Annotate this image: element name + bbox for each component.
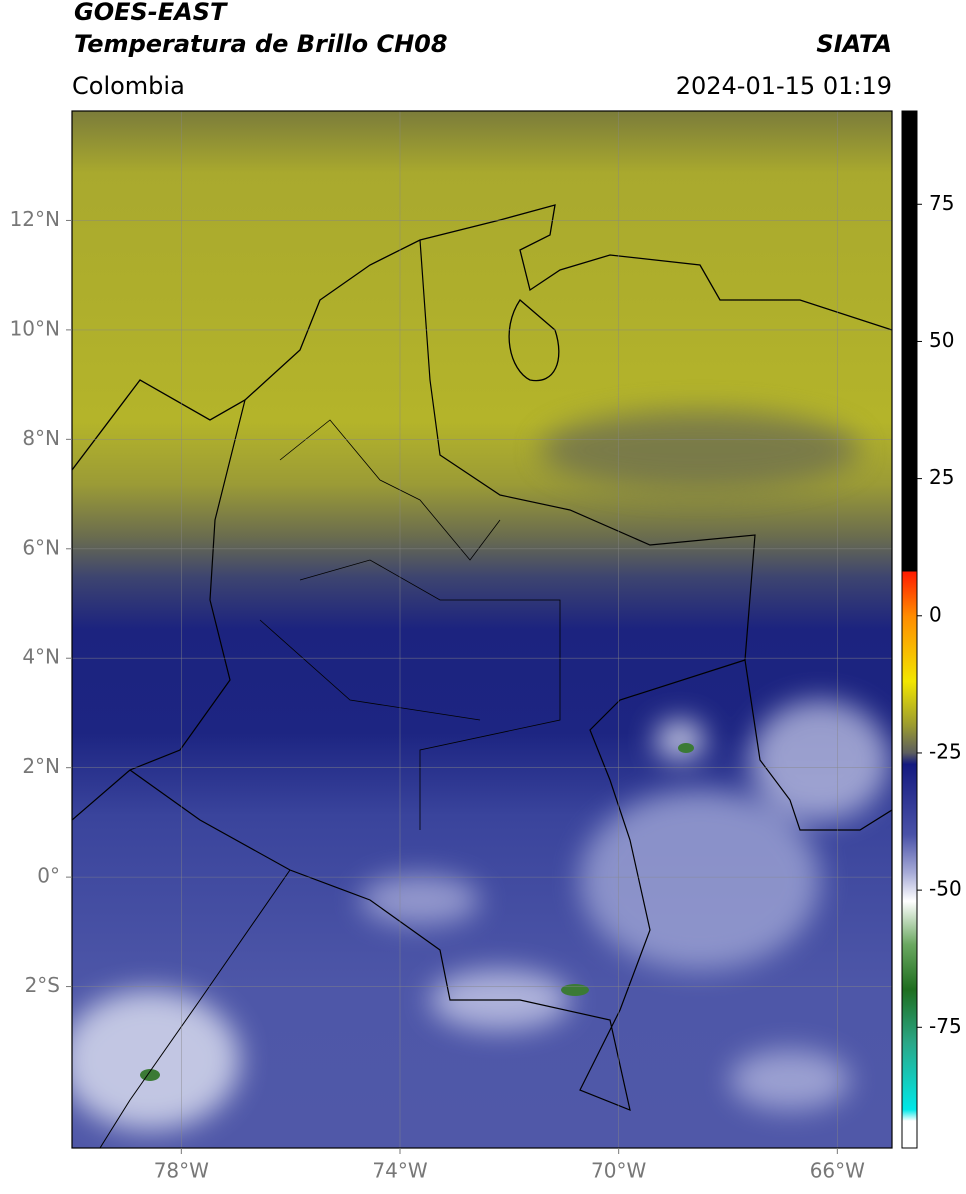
y-tick-label: 2°N: [22, 754, 60, 778]
colorbar: [901, 110, 918, 1149]
datetime: 2024-01-15 01:19: [676, 72, 892, 100]
x-tick-label: 66°W: [810, 1159, 865, 1183]
title: GOES-EAST: [74, 0, 228, 26]
x-tick-label: 78°W: [154, 1159, 209, 1183]
y-tick-label: 4°N: [22, 645, 60, 669]
map-frame: [71, 110, 893, 1149]
y-tick-label: 0°: [37, 864, 60, 888]
source: SIATA: [816, 30, 892, 58]
y-tick-label: 12°N: [10, 207, 60, 231]
satellite-image: [72, 111, 892, 1148]
colorbar-tick-label: 25: [929, 465, 954, 489]
colorbar-tick-label: -75: [929, 1014, 962, 1038]
colorbar-tick-label: 0: [929, 602, 942, 626]
x-tick-label: 74°W: [372, 1159, 427, 1183]
colorbar-tick-label: -50: [929, 877, 962, 901]
region: Colombia: [72, 72, 185, 100]
x-tick-label: 70°W: [591, 1159, 646, 1183]
y-tick-label: 2°S: [25, 973, 60, 997]
colorbar-tick-label: 50: [929, 328, 954, 352]
colorbar-tick-label: -25: [929, 739, 962, 763]
y-tick-label: 8°N: [22, 426, 60, 450]
y-tick-label: 6°N: [22, 535, 60, 559]
colorbar-tick-label: 75: [929, 191, 954, 215]
subtitle: Temperatura de Brillo CH08: [74, 30, 448, 58]
grid: [72, 111, 892, 1148]
y-tick-label: 10°N: [10, 316, 60, 340]
